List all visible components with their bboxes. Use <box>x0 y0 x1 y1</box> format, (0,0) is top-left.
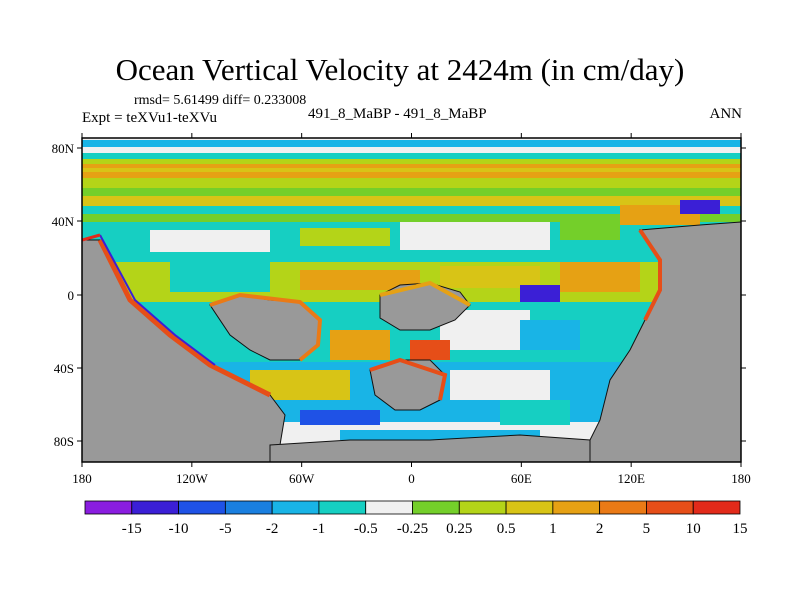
colorbar-label: 0.5 <box>497 521 516 537</box>
colorbar-swatch <box>84 500 133 515</box>
lat-label: 80S <box>54 434 74 449</box>
colorbar-label: 0.25 <box>446 521 472 537</box>
latitude-axis: 80N 40N 0 40S 80S <box>52 141 746 449</box>
lon-label: 0 <box>408 471 415 486</box>
colorbar: -15 -10 -5 -2 -1 -0.5 -0.25 0.25 0.5 1 2 5 10 15 <box>84 500 748 537</box>
longitude-axis: 180 120W 60W 0 60E 120E 180 <box>72 133 751 486</box>
colorbar-label: 10 <box>686 521 701 537</box>
colorbar-label: -15 <box>122 521 142 537</box>
season-label: ANN <box>709 106 743 122</box>
colorbar-swatch <box>318 500 367 515</box>
colorbar-label: 1 <box>549 521 557 537</box>
colorbar-swatch <box>552 500 601 515</box>
lat-label: 40N <box>52 214 75 229</box>
lat-label: 80N <box>52 141 75 156</box>
experiment-label: Expt = teXVu1-teXVu <box>82 110 217 126</box>
lon-label: 180 <box>731 471 751 486</box>
run-comparison-label: 491_8_MaBP - 491_8_MaBP <box>308 106 487 122</box>
plot-title: Ocean Vertical Velocity at 2424m (in cm/… <box>115 52 685 87</box>
colorbar-label: 15 <box>733 521 748 537</box>
colorbar-label: -0.25 <box>397 521 428 537</box>
colorbar-swatch <box>412 500 460 515</box>
colorbar-swatch <box>365 500 413 515</box>
colorbar-label: -0.5 <box>354 521 378 537</box>
lon-label: 120E <box>617 471 645 486</box>
colorbar-swatch <box>458 500 507 515</box>
lat-label: 0 <box>68 288 75 303</box>
lon-label: 60E <box>511 471 532 486</box>
lon-label: 60W <box>289 471 315 486</box>
colorbar-swatch <box>271 500 320 515</box>
lon-label: 120W <box>176 471 209 486</box>
colorbar-label: -10 <box>169 521 189 537</box>
colorbar-swatch <box>224 500 273 515</box>
colorbar-label: -2 <box>266 521 279 537</box>
rmsd-diff-stats: rmsd= 5.61499 diff= 0.233008 <box>134 93 307 108</box>
lat-label: 40S <box>54 361 74 376</box>
colorbar-label: -1 <box>313 521 326 537</box>
colorbar-swatch <box>692 500 741 515</box>
lon-label: 180 <box>72 471 92 486</box>
colorbar-swatch <box>646 500 694 515</box>
colorbar-label: 2 <box>596 521 604 537</box>
colorbar-swatch <box>599 500 647 515</box>
colorbar-swatch <box>505 500 554 515</box>
coastal-signal <box>82 228 662 401</box>
colorbar-label: -5 <box>219 521 232 537</box>
colorbar-swatch <box>131 500 179 515</box>
colorbar-swatch <box>178 500 226 515</box>
colorbar-label: 5 <box>643 521 651 537</box>
map-panel <box>82 138 741 462</box>
